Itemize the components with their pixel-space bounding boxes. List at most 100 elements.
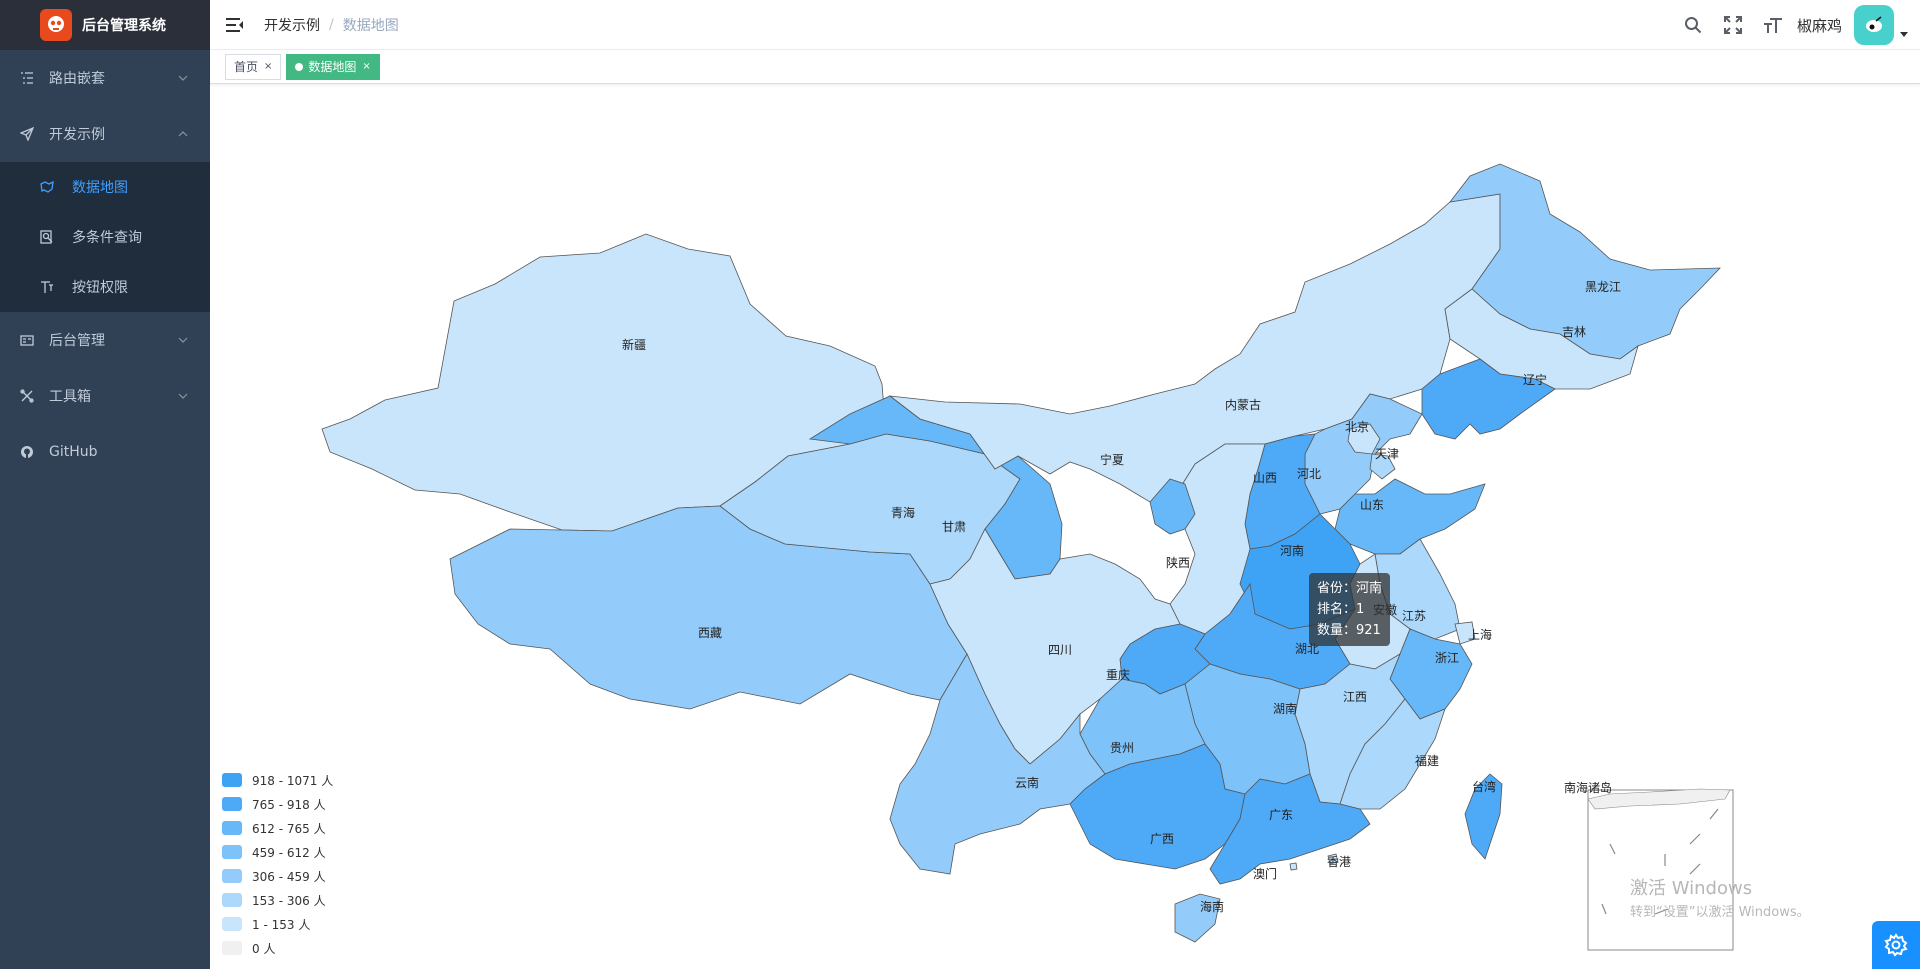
province-jilin[interactable] xyxy=(1444,288,1639,390)
sidebar-item-toolbox[interactable]: 工具箱 xyxy=(0,368,210,424)
province-tianjin[interactable] xyxy=(1369,453,1396,480)
province-sichuan[interactable] xyxy=(929,528,1181,765)
legend-swatch xyxy=(222,845,242,859)
map-container: 新疆 西藏 青海 甘肃 内蒙古 黑龙江 吉林 辽宁 北京 天津 河北 山西 山东… xyxy=(210,84,1920,969)
active-dot-icon xyxy=(295,62,304,71)
province-ningxia[interactable] xyxy=(1149,478,1196,535)
windows-watermark-subtitle: 转到“设置”以激活 Windows。 xyxy=(1630,905,1810,920)
label-qinghai: 青海 xyxy=(891,505,915,520)
label-taiwan: 台湾 xyxy=(1472,779,1496,794)
sidebar: 后台管理系统 路由嵌套 开发示例 数据地图 xyxy=(0,0,210,969)
province-hongkong[interactable] xyxy=(1327,853,1339,865)
label-guangdong: 广东 xyxy=(1269,808,1293,822)
legend-item[interactable]: 918 - 1071 人 xyxy=(222,768,333,792)
label-zhejiang: 浙江 xyxy=(1435,651,1459,665)
province-labels: 新疆 西藏 青海 甘肃 内蒙古 黑龙江 吉林 辽宁 北京 天津 河北 山西 山东… xyxy=(622,280,1621,914)
list-icon xyxy=(20,71,34,85)
province-xinjiang[interactable] xyxy=(321,233,887,532)
breadcrumb-item-data-map: 数据地图 xyxy=(342,17,399,34)
tag-home[interactable]: 首页 × xyxy=(225,53,282,80)
sidebar-item-button-permission[interactable]: 按钮权限 xyxy=(0,262,210,312)
label-jiangxi: 江西 xyxy=(1343,690,1367,704)
province-yunnan[interactable] xyxy=(889,653,1106,875)
search-doc-icon xyxy=(40,230,54,244)
tooltip-rank-row: 排名：1 xyxy=(1317,599,1382,620)
close-icon[interactable]: × xyxy=(362,60,371,72)
tooltip-province-value: 河南 xyxy=(1356,581,1383,596)
sidebar-item-label: 开发示例 xyxy=(49,127,105,143)
label-shaanxi: 陕西 xyxy=(1166,555,1190,570)
chevron-down-icon xyxy=(178,75,188,81)
province-shanghai[interactable] xyxy=(1454,621,1476,645)
logo[interactable]: 后台管理系统 xyxy=(0,0,210,50)
fullscreen-icon[interactable] xyxy=(1713,0,1753,50)
sidebar-item-data-map[interactable]: 数据地图 xyxy=(0,162,210,212)
label-fujian: 福建 xyxy=(1415,753,1439,768)
label-xinjiang: 新疆 xyxy=(622,337,646,352)
label-chongqing: 重庆 xyxy=(1106,668,1130,682)
gear-icon xyxy=(1884,933,1908,957)
label-hunan: 湖南 xyxy=(1273,701,1297,716)
legend-label: 459 - 612 人 xyxy=(252,845,326,860)
legend-item[interactable]: 459 - 612 人 xyxy=(222,840,333,864)
right-menu: 椒麻鸡 xyxy=(1673,0,1920,50)
legend-label: 306 - 459 人 xyxy=(252,869,326,884)
username[interactable]: 椒麻鸡 xyxy=(1796,16,1842,35)
sidebar-item-label: 后台管理 xyxy=(49,333,105,349)
province-taiwan[interactable] xyxy=(1464,773,1503,860)
sidebar-item-github[interactable]: GitHub xyxy=(0,424,210,480)
sidebar-item-dev-examples[interactable]: 开发示例 xyxy=(0,106,210,162)
breadcrumb-item-dev-examples[interactable]: 开发示例 xyxy=(264,17,320,34)
font-size-icon[interactable] xyxy=(1753,0,1793,50)
tags-view: 首页 × 数据地图 × xyxy=(210,50,1920,84)
label-jiangsu: 江苏 xyxy=(1402,609,1426,623)
sidebar-item-admin[interactable]: 后台管理 xyxy=(0,312,210,368)
legend-item[interactable]: 306 - 459 人 xyxy=(222,864,333,888)
sidebar-item-label: 按钮权限 xyxy=(72,280,128,296)
province-fujian[interactable] xyxy=(1339,698,1446,810)
avatar[interactable] xyxy=(1854,5,1894,45)
legend-swatch xyxy=(222,917,242,931)
search-icon[interactable] xyxy=(1673,0,1713,50)
caret-down-icon[interactable] xyxy=(1894,0,1914,50)
province-guangdong[interactable] xyxy=(1209,773,1371,885)
tag-data-map[interactable]: 数据地图 × xyxy=(286,53,380,80)
sidebar-item-label: 数据地图 xyxy=(72,180,128,196)
submenu-dev-examples: 数据地图 多条件查询 按钮权限 xyxy=(0,162,210,312)
label-guangxi: 广西 xyxy=(1150,832,1174,846)
hamburger-icon[interactable] xyxy=(210,0,260,50)
label-xizang: 西藏 xyxy=(698,626,722,640)
close-icon[interactable]: × xyxy=(264,60,273,72)
tag-label: 首页 xyxy=(234,59,259,74)
province-macao[interactable] xyxy=(1289,862,1298,871)
settings-button[interactable] xyxy=(1872,921,1920,969)
label-guizhou: 贵州 xyxy=(1110,741,1134,755)
legend-item[interactable]: 765 - 918 人 xyxy=(222,792,333,816)
province-shandong[interactable] xyxy=(1334,478,1486,555)
tooltip-province-row: 省份：河南 xyxy=(1317,578,1382,599)
legend-label: 612 - 765 人 xyxy=(252,821,326,836)
province-liaoning[interactable] xyxy=(1421,358,1556,440)
label-liaoning: 辽宁 xyxy=(1523,372,1547,387)
legend-item[interactable]: 153 - 306 人 xyxy=(222,888,333,912)
sidebar-item-label: 多条件查询 xyxy=(72,230,142,246)
legend-item[interactable]: 612 - 765 人 xyxy=(222,816,333,840)
province-neimenggu[interactable] xyxy=(888,193,1501,503)
legend-label: 0 人 xyxy=(252,941,276,956)
label-yunnan: 云南 xyxy=(1015,775,1039,790)
label-heilongjiang: 黑龙江 xyxy=(1585,280,1621,294)
sidebar-item-label: 工具箱 xyxy=(49,389,91,405)
tag-label: 数据地图 xyxy=(308,59,357,74)
label-henan: 河南 xyxy=(1280,543,1304,558)
label-hebei: 河北 xyxy=(1297,467,1321,481)
province-hainan[interactable] xyxy=(1174,893,1221,943)
sidebar-item-multi-query[interactable]: 多条件查询 xyxy=(0,212,210,262)
legend-item[interactable]: 1 - 153 人 xyxy=(222,912,333,936)
legend-swatch xyxy=(222,893,242,907)
tooltip-count-row: 数量：921 xyxy=(1317,620,1382,641)
sidebar-item-route-nesting[interactable]: 路由嵌套 xyxy=(0,50,210,106)
navbar: 开发示例 / 数据地图 椒麻鸡 xyxy=(210,0,1920,50)
send-icon xyxy=(20,127,34,141)
legend-label: 1 - 153 人 xyxy=(252,917,311,932)
legend-item[interactable]: 0 人 xyxy=(222,936,333,960)
